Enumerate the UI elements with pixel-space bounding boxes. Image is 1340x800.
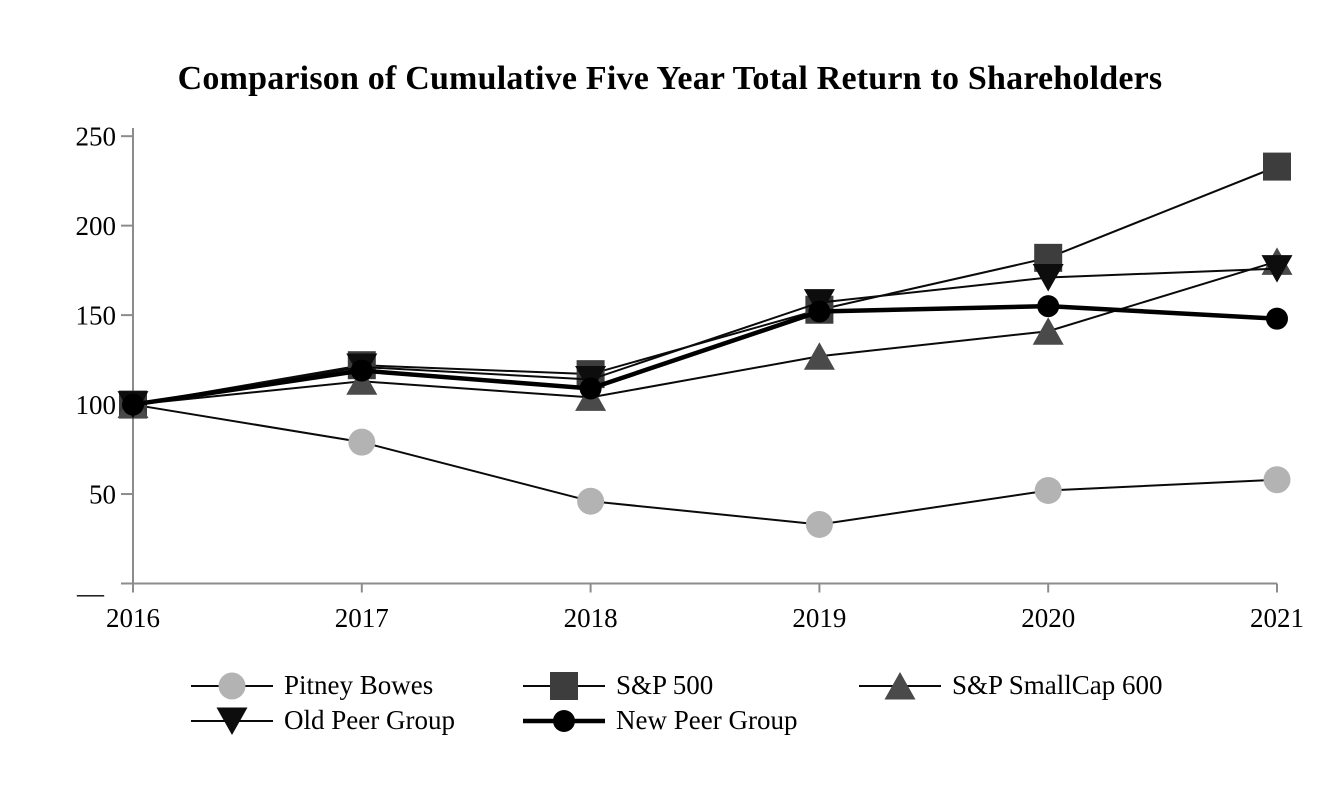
series-line-s-p-smallcap-600: [132, 260, 1278, 406]
legend-item-s-p-500: S&P 500: [522, 669, 858, 703]
x-axis-label: 2021: [1250, 603, 1304, 633]
legend-label-s-p-500: S&P 500: [616, 670, 714, 700]
series-line-new-peer-group: [132, 303, 1278, 407]
legend-circle-icon: [191, 672, 273, 699]
y-axis-label: 150: [76, 301, 117, 331]
marker-circle-new-peer-group: [579, 377, 602, 400]
series-pitney-bowes: [119, 391, 1291, 538]
legend-label-old-peer-group: Old Peer Group: [284, 705, 455, 735]
y-axis-label: 250: [76, 122, 117, 152]
marker-circle-new-peer-group: [122, 393, 144, 416]
axes: 250 200 150 100 50 —2016 2017 2018 2019 2020 2021: [76, 122, 1305, 633]
marker-triangle-down-old-peer-group: [1261, 255, 1293, 283]
legend-item-pitney-bowes: Pitney Bowes: [190, 669, 522, 703]
y-axis-label: 100: [76, 390, 117, 420]
chart-legend: Pitney Bowes S&P 500 S&P SmallCap 600 Old P…: [190, 668, 1163, 738]
legend-label-s-p-smallcap-600: S&P SmallCap 600: [952, 670, 1163, 700]
series-line-old-peer-group: [132, 267, 1278, 406]
y-axis-label: 200: [76, 211, 117, 241]
x-axis-label: 2019: [792, 603, 846, 633]
y-axis-label: 50: [89, 480, 116, 510]
legend-marker-triangle-up: [884, 671, 916, 699]
x-axis-label: 2017: [335, 603, 389, 633]
series-line-pitney-bowes: [132, 403, 1278, 526]
legend-label-pitney-bowes: Pitney Bowes: [284, 670, 434, 700]
marker-triangle-down-old-peer-group: [1032, 264, 1064, 292]
series-s-p-smallcap-600: [117, 247, 1293, 419]
marker-triangle-up-s-p-smallcap-600: [803, 342, 835, 370]
chart-title: Comparison of Cumulative Five Year Total…: [177, 60, 1163, 97]
x-axis-label: 2018: [564, 603, 618, 633]
marker-circle-pitney-bowes: [805, 510, 833, 538]
x-axis-label: 2020: [1021, 603, 1075, 633]
marker-triangle-up-s-p-smallcap-600: [1032, 317, 1064, 345]
legend-triangle-up-icon: [859, 671, 941, 699]
legend-item-s-p-smallcap-600: S&P SmallCap 600: [858, 669, 1163, 703]
series-line-s-p-500: [132, 165, 1278, 406]
marker-circle-pitney-bowes: [1263, 466, 1291, 494]
legend-triangle-down-icon: [191, 707, 273, 735]
marker-circle-new-peer-group: [1037, 295, 1060, 318]
marker-circle-pitney-bowes: [348, 428, 376, 456]
marker-circle-new-peer-group: [350, 359, 373, 382]
marker-circle-pitney-bowes: [1034, 476, 1062, 504]
marker-circle-new-peer-group: [1266, 307, 1288, 330]
legend-square-icon: [523, 671, 605, 700]
marker-square-s-p-500: [1263, 152, 1291, 181]
legend-item-old-peer-group: Old Peer Group: [190, 704, 522, 738]
legend-marker-square: [550, 671, 578, 700]
series-new-peer-group: [122, 295, 1288, 416]
line-chart-plot-area: 250 200 150 100 50 —2016 2017 2018 2019 2020 2021: [76, 122, 1305, 633]
legend-marker-circle: [553, 709, 575, 732]
marker-circle-pitney-bowes: [577, 487, 605, 515]
legend-item-new-peer-group: New Peer Group: [522, 704, 858, 738]
legend-label-new-peer-group: New Peer Group: [616, 705, 798, 735]
legend-circle-icon: [523, 709, 605, 732]
legend-marker-triangle-down: [216, 707, 248, 735]
legend-marker-circle: [218, 672, 246, 699]
x-axis-label: 2016: [106, 603, 160, 633]
y-axis-zero-label: —: [76, 578, 105, 608]
series-old-peer-group: [117, 255, 1293, 419]
marker-circle-new-peer-group: [808, 300, 831, 323]
